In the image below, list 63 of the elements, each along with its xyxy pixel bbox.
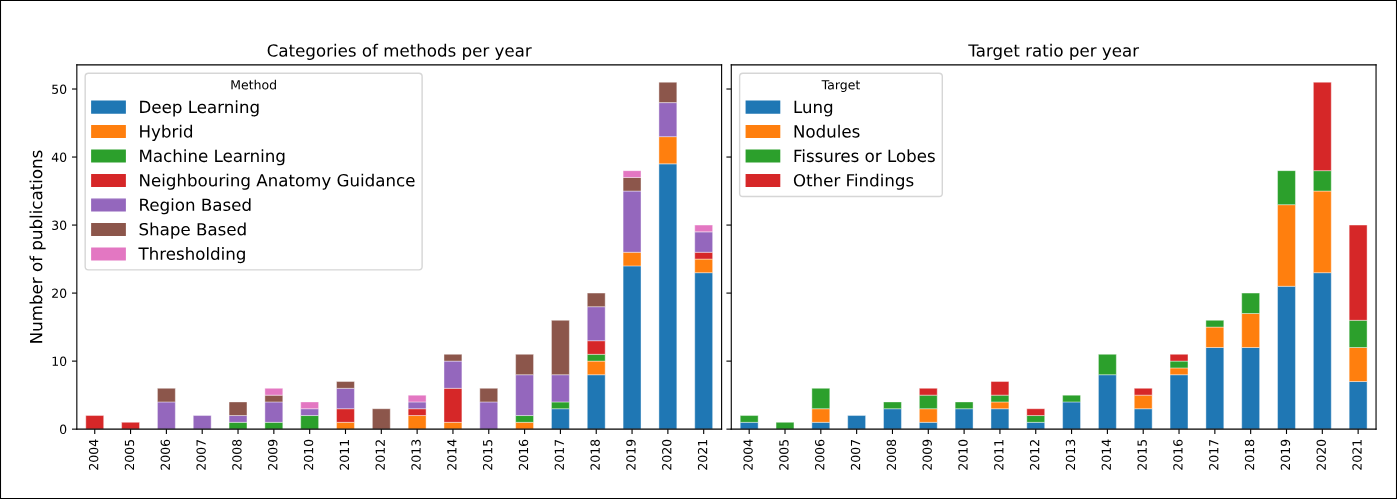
x-tick-label: 2008	[886, 439, 897, 470]
legend-title: Method	[231, 79, 276, 90]
x-tick-label: 2021	[697, 440, 708, 470]
bar	[775, 422, 795, 430]
x-tick-label: 2013	[411, 439, 421, 470]
x-tick-label: 2006	[815, 439, 825, 470]
x-tick-label: 2004	[88, 439, 99, 470]
legend-label: Fissures or Lobes	[794, 149, 935, 163]
legend-label: Lung	[794, 100, 833, 117]
chart-title: Categories of methods per year	[267, 43, 532, 60]
x-tick-label: 2019	[626, 439, 636, 470]
bar	[85, 415, 104, 430]
x-tick-label: 2020	[1316, 439, 1326, 470]
chart-title: Target ratio per year	[968, 43, 1140, 60]
x-tick-label: 2012	[375, 440, 385, 470]
bar	[193, 415, 212, 430]
x-tick-label: 2016	[518, 439, 529, 470]
x-tick-label: 2014	[447, 439, 457, 470]
x-tick-label: 2017	[1209, 439, 1219, 470]
x-tick-label: 2007	[850, 439, 861, 470]
x-tick-label: 2013	[1065, 439, 1076, 470]
x-tick-label: 2006	[160, 439, 171, 470]
bar	[847, 415, 866, 430]
y-tick-label: 20	[52, 288, 67, 299]
bar	[372, 408, 391, 430]
x-tick-label: 2007	[196, 439, 206, 470]
legend-label: Machine Learning	[140, 149, 285, 166]
y-tick-label: 10	[52, 356, 67, 367]
x-tick-label: 2017	[554, 439, 565, 470]
legend-label: Other Findings	[793, 173, 914, 190]
legend-label: Deep Learning	[140, 100, 259, 117]
x-tick-label: 2018	[590, 439, 600, 470]
legend-label: Shape Based	[139, 222, 246, 239]
x-tick-label: 2012	[1029, 440, 1040, 470]
x-tick-label: 2008	[232, 439, 242, 470]
legend-label: Region Based	[140, 198, 251, 215]
x-tick-label: 2018	[1244, 439, 1255, 470]
x-tick-label: 2004	[743, 439, 753, 470]
y-axis-title: Number of publications	[29, 150, 46, 343]
x-tick-label: 2014	[1101, 439, 1112, 470]
x-tick-label: 2009	[922, 439, 932, 470]
x-tick-label: 2011	[339, 440, 350, 470]
x-tick-label: 2005	[779, 439, 789, 470]
x-tick-label: 2015	[1137, 439, 1147, 470]
legend-label: Nodules	[794, 124, 860, 138]
legend-label: Neighbouring Anatomy Guidance	[140, 173, 415, 190]
y-tick-label: 50	[52, 84, 67, 94]
y-tick-label: 40	[51, 152, 67, 162]
x-tick-label: 2010	[958, 439, 968, 470]
legend-title: Target	[821, 80, 860, 92]
legend-label: Hybrid	[140, 124, 193, 141]
x-tick-label: 2011	[994, 440, 1004, 470]
x-tick-label: 2021	[1352, 440, 1362, 470]
x-tick-label: 2009	[268, 439, 278, 470]
x-tick-label: 2005	[124, 439, 135, 470]
x-tick-label: 2015	[482, 439, 493, 470]
x-tick-label: 2020	[662, 439, 672, 470]
y-tick-label: 0	[59, 424, 67, 435]
y-tick-label: 30	[52, 220, 67, 230]
legend-label: Thresholding	[138, 247, 245, 264]
x-tick-label: 2010	[303, 439, 314, 470]
x-tick-label: 2016	[1173, 439, 1183, 470]
x-tick-label: 2019	[1280, 439, 1291, 470]
